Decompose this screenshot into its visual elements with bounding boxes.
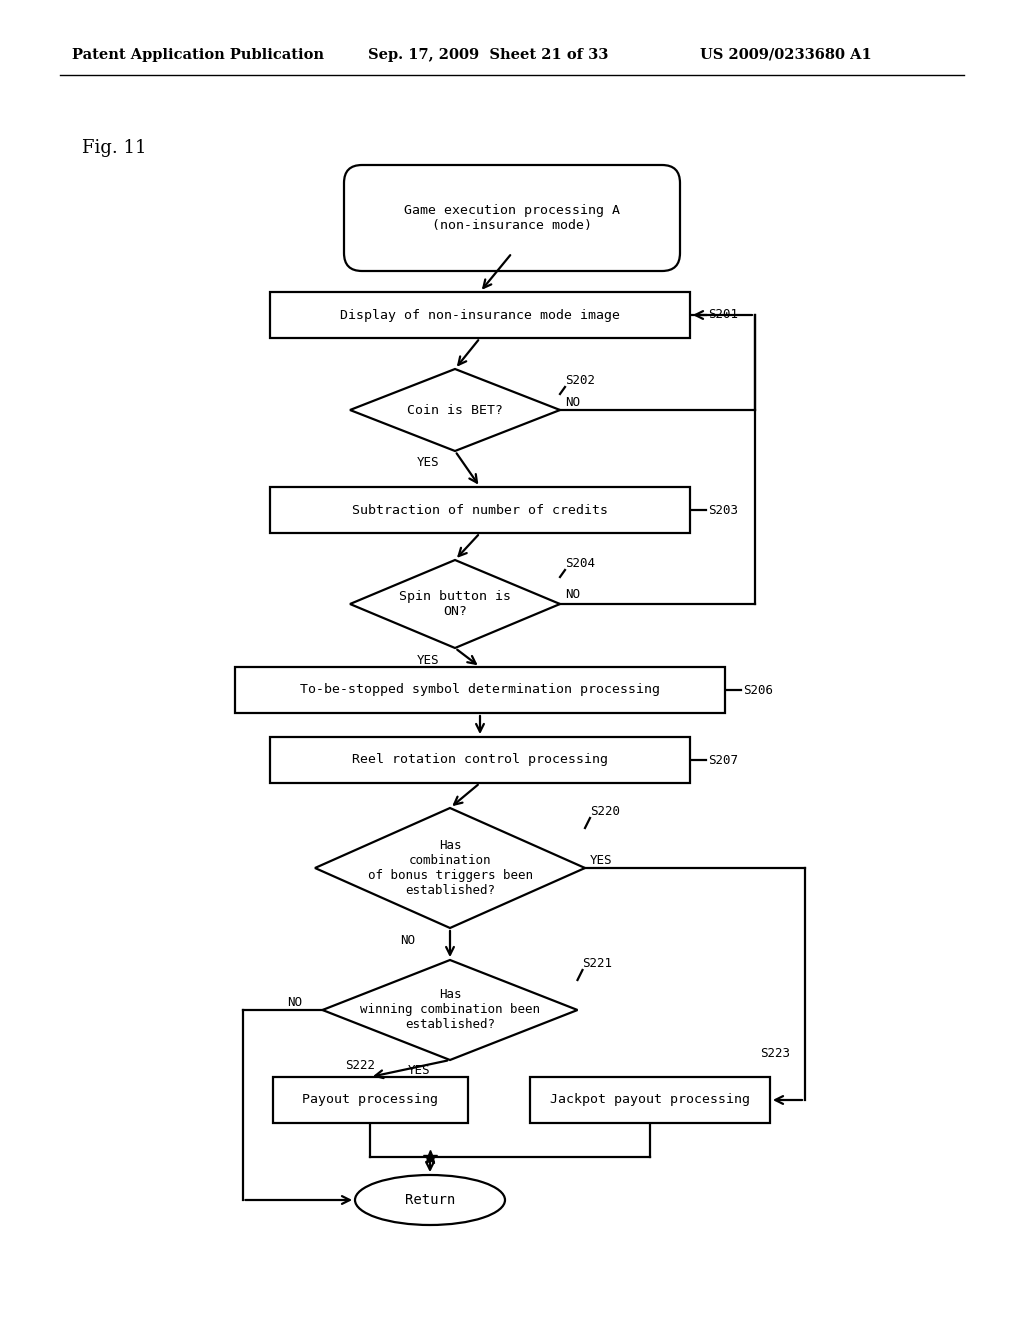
Text: S222: S222 xyxy=(345,1059,375,1072)
Text: Return: Return xyxy=(404,1193,455,1206)
Polygon shape xyxy=(323,960,578,1060)
Text: NO: NO xyxy=(288,995,302,1008)
Text: Patent Application Publication: Patent Application Publication xyxy=(72,48,324,62)
Text: Payout processing: Payout processing xyxy=(302,1093,438,1106)
Text: S203: S203 xyxy=(708,503,738,516)
Text: Jackpot payout processing: Jackpot payout processing xyxy=(550,1093,750,1106)
Text: YES: YES xyxy=(408,1064,430,1077)
Bar xyxy=(270,737,690,783)
Bar xyxy=(234,667,725,713)
Text: To-be-stopped symbol determination processing: To-be-stopped symbol determination proce… xyxy=(300,684,660,697)
Text: Spin button is
ON?: Spin button is ON? xyxy=(399,590,511,618)
Bar xyxy=(270,487,690,533)
Text: Sep. 17, 2009  Sheet 21 of 33: Sep. 17, 2009 Sheet 21 of 33 xyxy=(368,48,608,62)
Text: S207: S207 xyxy=(708,754,738,767)
Polygon shape xyxy=(315,808,585,928)
Text: NO: NO xyxy=(565,587,580,601)
FancyBboxPatch shape xyxy=(344,165,680,271)
Text: S202: S202 xyxy=(565,374,595,387)
Text: YES: YES xyxy=(417,457,439,470)
Bar xyxy=(270,292,690,338)
Text: YES: YES xyxy=(417,653,439,667)
Text: Has
winning combination been
established?: Has winning combination been established… xyxy=(360,989,540,1031)
Text: S204: S204 xyxy=(565,557,595,570)
Bar xyxy=(530,1077,770,1123)
Text: Coin is BET?: Coin is BET? xyxy=(407,404,503,417)
Polygon shape xyxy=(350,560,560,648)
Text: S206: S206 xyxy=(743,684,773,697)
Text: S223: S223 xyxy=(760,1047,790,1060)
Text: S201: S201 xyxy=(708,309,738,322)
Text: Subtraction of number of credits: Subtraction of number of credits xyxy=(352,503,608,516)
Text: Game execution processing A
(non-insurance mode): Game execution processing A (non-insuran… xyxy=(404,205,620,232)
Text: Display of non-insurance mode image: Display of non-insurance mode image xyxy=(340,309,620,322)
Text: Fig. 11: Fig. 11 xyxy=(82,139,146,157)
Text: US 2009/0233680 A1: US 2009/0233680 A1 xyxy=(700,48,871,62)
Polygon shape xyxy=(350,370,560,451)
Text: S221: S221 xyxy=(583,957,612,970)
Text: Reel rotation control processing: Reel rotation control processing xyxy=(352,754,608,767)
Text: NO: NO xyxy=(565,396,580,408)
Text: S220: S220 xyxy=(590,805,620,818)
Text: YES: YES xyxy=(590,854,612,866)
Ellipse shape xyxy=(355,1175,505,1225)
Text: Has
combination
of bonus triggers been
established?: Has combination of bonus triggers been e… xyxy=(368,840,532,898)
Bar xyxy=(272,1077,468,1123)
Text: NO: NO xyxy=(400,933,415,946)
